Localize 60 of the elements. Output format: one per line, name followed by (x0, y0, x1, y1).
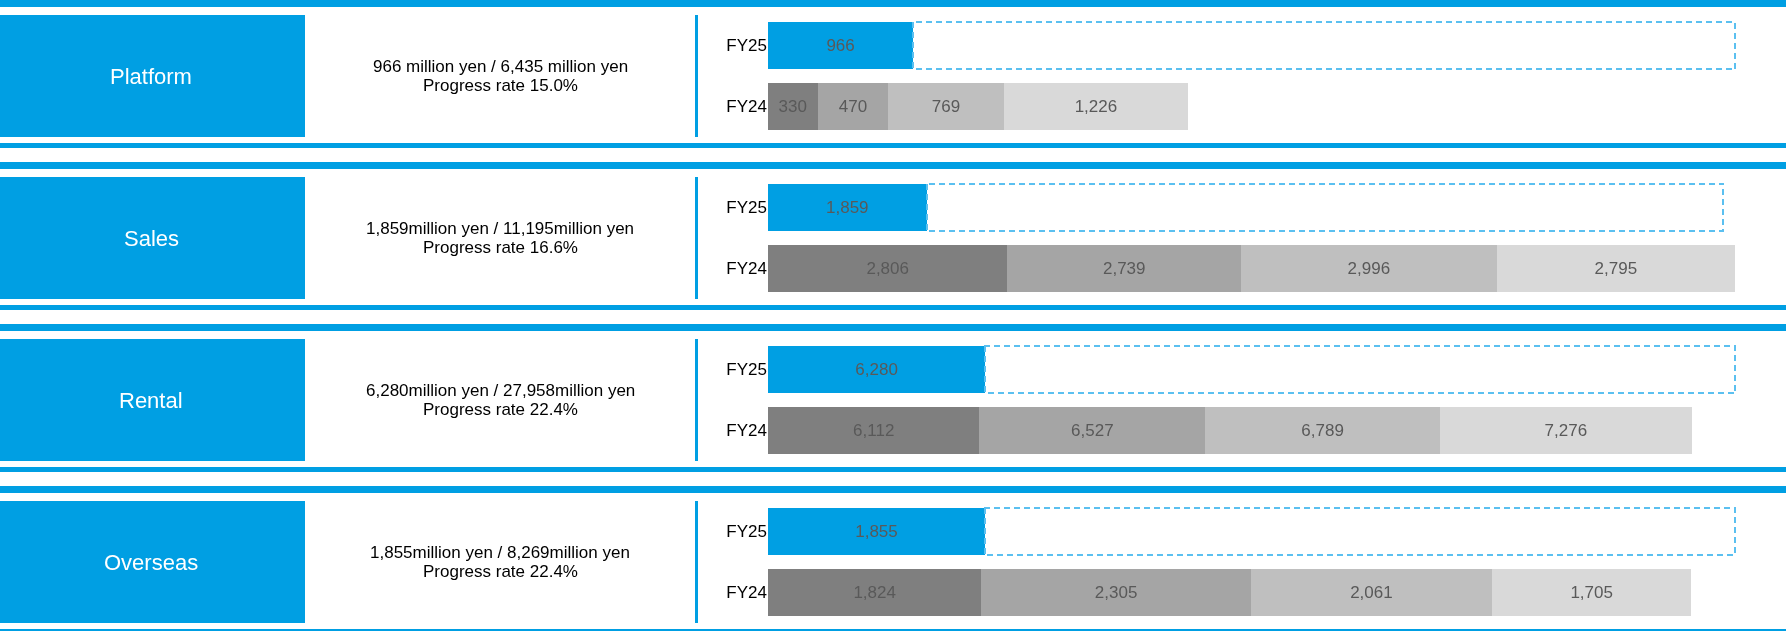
bar (888, 82, 1004, 131)
data-label: 7,276 (1544, 421, 1588, 440)
bar (1003, 82, 1189, 131)
y-axis-title: Platform (110, 64, 192, 89)
bar (768, 568, 982, 617)
bar (768, 244, 1008, 293)
text: 6,280million yen / 27,958million yen (366, 381, 636, 400)
data-label: 966 (826, 36, 855, 55)
y-axis-title: Sales (124, 226, 180, 251)
data-label: 470 (838, 97, 868, 116)
data-label: 1,705 (1570, 583, 1613, 602)
bar (1241, 244, 1497, 293)
bar (1496, 244, 1736, 293)
bar (981, 568, 1251, 617)
y-tick-label: FY25 (726, 36, 767, 56)
y-tick-label: FY24 (726, 421, 767, 441)
bar (768, 183, 927, 232)
bar (1440, 406, 1692, 455)
bar (979, 406, 1206, 455)
bar (768, 406, 980, 455)
bar (768, 345, 986, 394)
y-tick-label: FY25 (726, 198, 767, 218)
bar (1205, 406, 1441, 455)
text: Progress rate 16.6% (423, 238, 578, 257)
y-tick-label: FY25 (726, 522, 767, 542)
text: 966 million yen / 6,435 million yen (373, 57, 629, 76)
data-label: 769 (931, 97, 961, 116)
bar (817, 82, 889, 131)
bar (925, 182, 1725, 233)
data-label: 2,061 (1350, 583, 1393, 602)
data-label: 1,226 (1074, 97, 1118, 116)
bar (768, 82, 818, 131)
bar (912, 20, 1737, 71)
y-axis-title: Rental (119, 388, 183, 413)
bar (984, 344, 1737, 395)
bar (1007, 244, 1242, 293)
data-label: 6,280 (855, 360, 898, 379)
y-tick-label: FY24 (726, 583, 767, 603)
bar (1250, 568, 1492, 617)
data-label: 6,527 (1071, 421, 1114, 440)
data-label: 6,789 (1301, 421, 1344, 440)
bar (1491, 568, 1692, 617)
y-tick-label: FY24 (726, 259, 767, 279)
bar (768, 507, 985, 556)
y-axis-title: Overseas (104, 550, 199, 575)
text: 1,855million yen / 8,269million yen (370, 543, 630, 562)
data-label: 2,996 (1347, 259, 1391, 278)
text: Progress rate 15.0% (423, 76, 578, 95)
bar (983, 506, 1737, 557)
data-label: 2,305 (1094, 583, 1138, 602)
y-tick-label: FY25 (726, 360, 767, 380)
data-label: 1,859 (826, 198, 869, 217)
bar (768, 21, 914, 70)
data-label: 2,739 (1102, 259, 1146, 278)
data-label: 1,855 (855, 522, 898, 541)
text: 1,859million yen / 11,195million yen (366, 219, 635, 238)
text: Progress rate 22.4% (423, 400, 578, 419)
data-label: 2,795 (1594, 259, 1638, 278)
y-tick-label: FY24 (726, 97, 767, 117)
text: Progress rate 22.4% (423, 562, 578, 581)
